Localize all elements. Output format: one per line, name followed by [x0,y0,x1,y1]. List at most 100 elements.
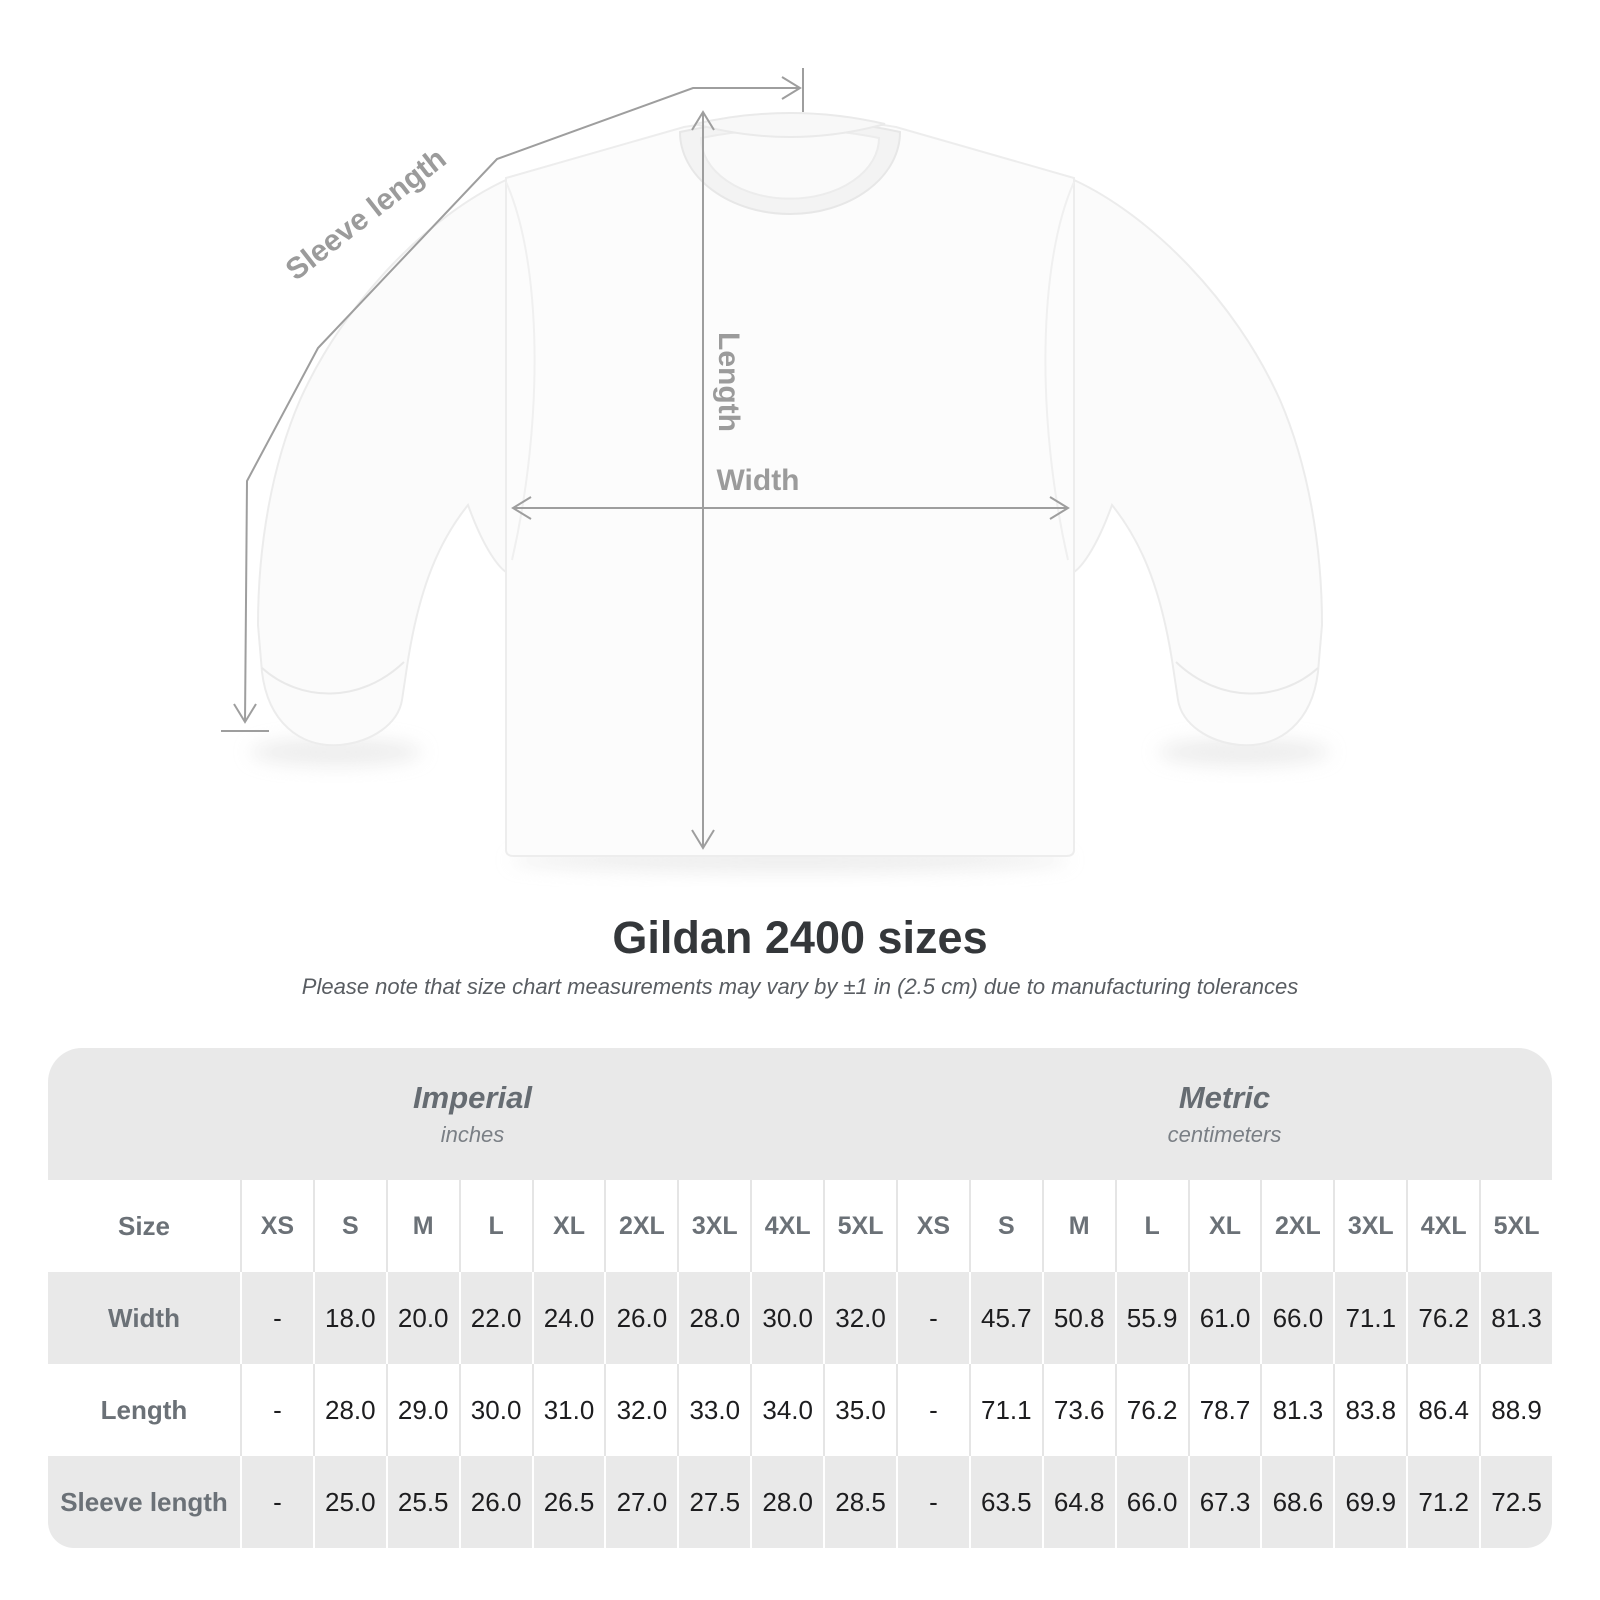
measurement-value-imperial: 30.0 [750,1272,824,1364]
measurement-value-imperial: 32.0 [604,1364,678,1456]
measurement-value-imperial: 34.0 [750,1364,824,1456]
imperial-title: Imperial [413,1080,532,1115]
measurement-value-metric: - [895,1456,969,1548]
measurement-value-imperial: 30.0 [458,1364,532,1456]
shirt-measurement-diagram: Sleeve length Length Width [221,68,1330,872]
measurement-value-imperial: - [240,1272,313,1364]
size-col-header-metric: XL [1187,1180,1261,1272]
measurement-value-metric: 66.0 [1260,1272,1334,1364]
size-col-header-metric: 4XL [1406,1180,1480,1272]
measurement-value-metric: 72.5 [1479,1456,1552,1548]
measurement-value-imperial: 28.0 [677,1272,751,1364]
measurement-value-imperial: 27.5 [677,1456,751,1548]
measurement-value-metric: - [895,1272,969,1364]
right-cuff-seam [1175,661,1319,695]
measurement-value-metric: 66.0 [1114,1456,1188,1548]
measurement-value-imperial: - [240,1456,313,1548]
sleeve-length-measure [221,68,804,732]
size-col-header-metric: L [1114,1180,1188,1272]
measurement-value-imperial: 20.0 [385,1272,459,1364]
measurement-value-imperial: 31.0 [531,1364,605,1456]
measurement-value-metric: 83.8 [1333,1364,1407,1456]
size-col-header-imperial: 4XL [750,1180,824,1272]
size-col-header-imperial: 5XL [823,1180,896,1272]
measurement-value-imperial: 26.5 [531,1456,605,1548]
measurement-row-label: Length [48,1364,240,1456]
measurement-value-imperial: 35.0 [823,1364,896,1456]
imperial-header: Imperial inches [48,1048,897,1180]
measurement-value-metric: 73.6 [1041,1364,1115,1456]
measurement-value-metric: 71.2 [1406,1456,1480,1548]
size-col-header-imperial: S [312,1180,386,1272]
shirt-right-sleeve [1073,178,1324,747]
measurement-value-metric: 76.2 [1114,1364,1188,1456]
measurement-value-imperial: 28.5 [823,1456,896,1548]
measurement-value-imperial: 29.0 [385,1364,459,1456]
metric-header: Metric centimeters [897,1048,1552,1180]
size-col-header-metric: 5XL [1479,1180,1552,1272]
length-label: Length [712,332,745,432]
shirt-left-sleeve [256,178,507,747]
measurement-value-imperial: 33.0 [677,1364,751,1456]
measurement-value-metric: 64.8 [1041,1456,1115,1548]
width-measure [511,496,1070,520]
left-armhole-seam [505,181,536,561]
size-col-header-imperial: 3XL [677,1180,751,1272]
measurement-value-imperial: - [240,1364,313,1456]
measurement-value-imperial: 28.0 [750,1456,824,1548]
measurement-value-imperial: 28.0 [312,1364,386,1456]
measurement-value-imperial: 26.0 [604,1272,678,1364]
measurements-grid: Size XS S M L XL 2XL 3XL 4XL 5XL XS S M L XL 2XL 3XL 4XL 5… [48,1180,1552,1548]
measurement-value-metric: - [895,1364,969,1456]
size-col-header-imperial: XL [531,1180,605,1272]
right-armhole-seam [1044,181,1075,561]
page-subtitle: Please note that size chart measurements… [301,974,1299,999]
size-table: Imperial inches Metric centimeters Size X… [48,1048,1552,1548]
size-col-header-metric: M [1041,1180,1115,1272]
measurement-value-metric: 88.9 [1479,1364,1552,1456]
measurement-value-imperial: 25.5 [385,1456,459,1548]
measurement-value-imperial: 32.0 [823,1272,896,1364]
measurement-value-metric: 50.8 [1041,1272,1115,1364]
size-col-header-metric: 2XL [1260,1180,1334,1272]
measurement-value-imperial: 18.0 [312,1272,386,1364]
size-col-header-metric: S [968,1180,1042,1272]
measurement-value-metric: 86.4 [1406,1364,1480,1456]
unit-header-band: Imperial inches Metric centimeters [48,1048,1552,1180]
measurement-value-metric: 69.9 [1333,1456,1407,1548]
measurement-value-imperial: 24.0 [531,1272,605,1364]
measurement-value-metric: 67.3 [1187,1456,1261,1548]
measurement-value-imperial: 26.0 [458,1456,532,1548]
size-col-header-imperial: L [458,1180,532,1272]
metric-title: Metric [1178,1080,1271,1115]
measurement-value-metric: 55.9 [1114,1272,1188,1364]
size-col-header-imperial: XS [240,1180,313,1272]
size-col-header-imperial: M [385,1180,459,1272]
measurement-value-imperial: 27.0 [604,1456,678,1548]
measurement-value-metric: 81.3 [1260,1364,1334,1456]
measurement-value-imperial: 22.0 [458,1272,532,1364]
measurement-value-metric: 71.1 [968,1364,1042,1456]
measurement-value-metric: 71.1 [1333,1272,1407,1364]
measurement-value-metric: 61.0 [1187,1272,1261,1364]
size-col-header-metric: 3XL [1333,1180,1407,1272]
metric-unit: centimeters [1167,1122,1282,1147]
shirt-collar [678,112,902,215]
measurement-row-label: Width [48,1272,240,1364]
measurement-value-metric: 68.6 [1260,1456,1334,1548]
left-cuff-seam [261,661,405,695]
measurement-value-metric: 45.7 [968,1272,1042,1364]
size-col-header-metric: XS [895,1180,969,1272]
measurement-row-label: Sleeve length [48,1456,240,1548]
measurement-value-metric: 81.3 [1479,1272,1552,1364]
size-col-header-imperial: 2XL [604,1180,678,1272]
length-measure [691,110,715,850]
measurement-value-imperial: 25.0 [312,1456,386,1548]
width-label: Width [716,464,799,497]
measurement-value-metric: 78.7 [1187,1364,1261,1456]
imperial-unit: inches [440,1122,505,1147]
measurement-value-metric: 63.5 [968,1456,1042,1548]
page-title: Gildan 2400 sizes [612,912,988,963]
measurement-value-metric: 76.2 [1406,1272,1480,1364]
